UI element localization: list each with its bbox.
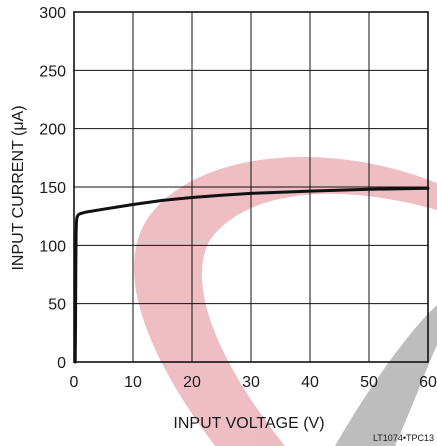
y-tick-label: 0 xyxy=(57,355,66,372)
x-tick-label: 0 xyxy=(70,374,79,391)
x-tick-label: 20 xyxy=(183,374,201,391)
watermark-logo xyxy=(134,157,437,446)
x-tick-labels: 0 10 20 30 40 50 60 xyxy=(70,374,437,391)
x-tick-label: 60 xyxy=(419,374,437,391)
x-axis-label: INPUT VOLTAGE (V) xyxy=(173,415,324,432)
y-axis-label: INPUT CURRENT (μA) xyxy=(10,105,27,270)
x-tick-label: 10 xyxy=(124,374,142,391)
watermark-pink-swoosh xyxy=(134,157,437,446)
x-tick-label: 40 xyxy=(301,374,319,391)
y-tick-label: 150 xyxy=(39,180,66,197)
y-tick-label: 100 xyxy=(39,238,66,255)
series-line xyxy=(73,186,430,364)
series-group xyxy=(73,186,430,364)
y-tick-label: 50 xyxy=(48,297,66,314)
figure-reference-code: LT1074•TPC13 xyxy=(373,433,434,443)
x-tick-label: 30 xyxy=(242,374,260,391)
y-tick-label: 250 xyxy=(39,63,66,80)
y-tick-labels: 0 50 100 150 200 250 300 xyxy=(39,5,66,372)
x-tick-label: 50 xyxy=(360,374,378,391)
grid xyxy=(74,12,428,362)
watermark-gray-swoosh xyxy=(335,305,437,446)
y-tick-label: 200 xyxy=(39,122,66,139)
y-tick-label: 300 xyxy=(39,5,66,22)
